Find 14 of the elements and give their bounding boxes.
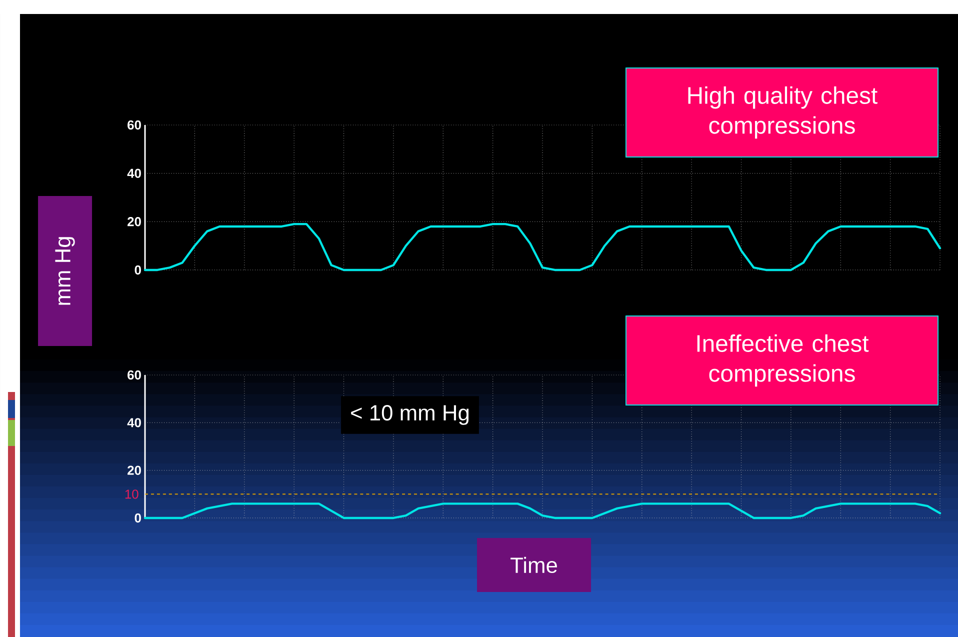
x-axis-title: Time bbox=[510, 556, 557, 574]
y-axis-title: mm Hg bbox=[55, 237, 75, 305]
y-tick-label: 0 bbox=[134, 265, 141, 275]
annotation: < 10 mm Hg bbox=[351, 405, 469, 425]
chart-title: High quality chest compressions bbox=[688, 86, 878, 139]
y-tick-label: 40 bbox=[127, 168, 141, 178]
y-tick-label: 20 bbox=[128, 217, 141, 226]
y-tick-label: 40 bbox=[127, 418, 141, 428]
ref-line-label: 10 bbox=[125, 490, 138, 499]
y-tick-label: 60 bbox=[128, 370, 141, 380]
y-tick-label: 60 bbox=[128, 120, 141, 130]
y-tick-label: 0 bbox=[134, 513, 141, 523]
y-tick-label: 20 bbox=[128, 466, 141, 475]
chart-title: Ineffective chest compressions bbox=[697, 334, 869, 387]
